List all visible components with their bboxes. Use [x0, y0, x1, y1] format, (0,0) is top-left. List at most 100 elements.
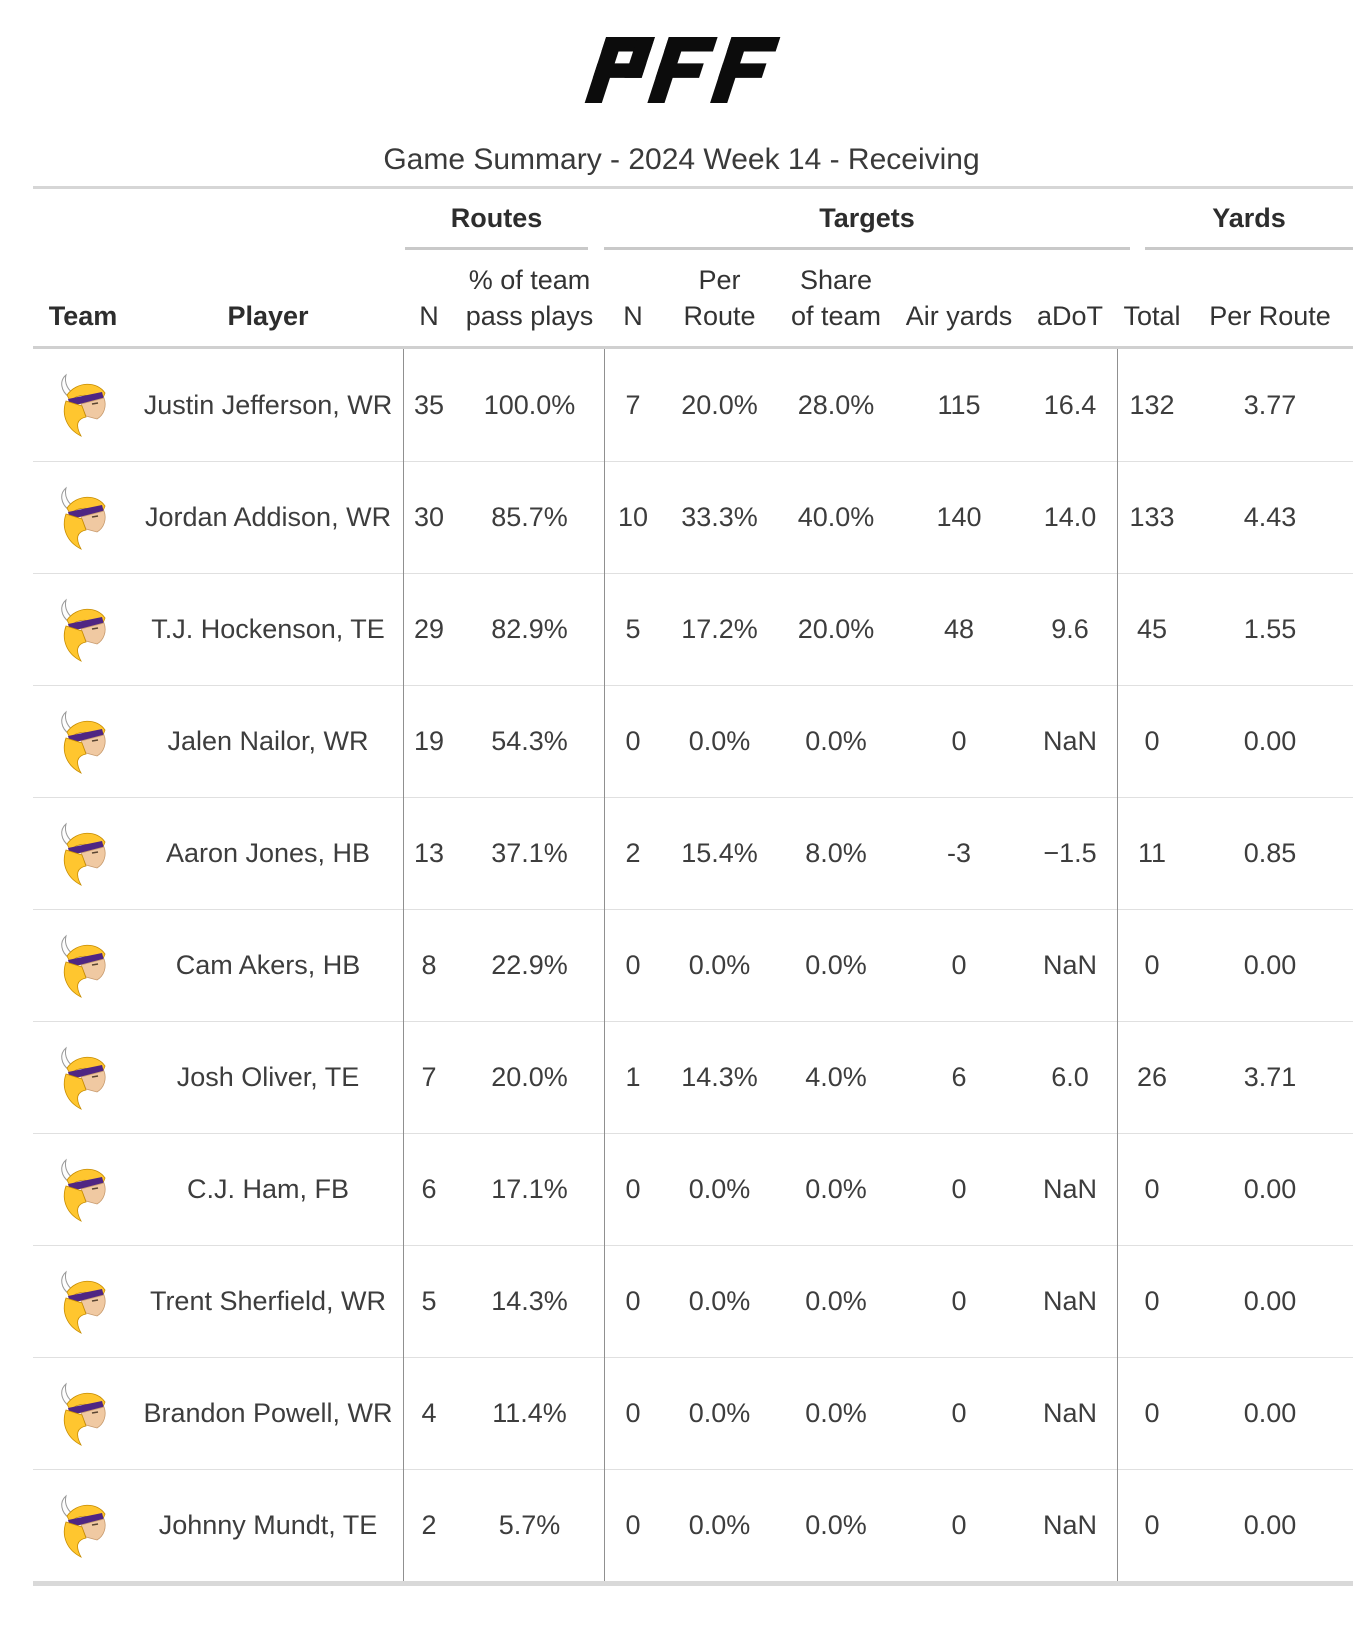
routes-pct-value: 20.0% [491, 1062, 568, 1092]
targets-per-route-value: 0.0% [688, 726, 751, 756]
yards-total-value: 133 [1129, 502, 1175, 532]
air-yards-value: 6 [951, 1062, 967, 1092]
targets-n-value: 0 [625, 1286, 641, 1316]
team-cell [33, 373, 133, 437]
routes-n-value: 13 [413, 838, 445, 868]
adot-value: NaN [1042, 1510, 1097, 1540]
yards-per-route-value: 4.43 [1243, 502, 1297, 532]
air-yards-value: 140 [936, 502, 982, 532]
share-of-team-value: 4.0% [805, 1062, 867, 1092]
player-name: Justin Jefferson, WR [143, 389, 393, 420]
col-header-targets-per-route: Per Route [683, 265, 756, 331]
adot-value: NaN [1042, 726, 1097, 756]
title-divider [33, 186, 1353, 189]
yards-per-route-value: 0.00 [1243, 950, 1297, 980]
routes-pct-value: 37.1% [491, 838, 568, 868]
col-header-targets-n: N [623, 301, 643, 331]
vikings-team-logo [61, 822, 106, 886]
routes-n-value: 29 [413, 614, 445, 644]
col-header-air-yards: Air yards [905, 301, 1013, 331]
group-header-targets: Targets [819, 203, 915, 233]
routes-n-value: 30 [413, 502, 445, 532]
share-of-team-value: 20.0% [797, 614, 875, 644]
share-of-team-value: 28.0% [797, 389, 875, 420]
vikings-team-logo [61, 710, 106, 774]
adot-value: 16.4 [1043, 389, 1097, 420]
header-divider [33, 346, 1353, 349]
team-cell [33, 1382, 133, 1446]
adot-value: NaN [1042, 1398, 1097, 1428]
vikings-team-logo [61, 1382, 106, 1446]
yards-total-value: 0 [1144, 1510, 1160, 1540]
targets-underline [604, 247, 1130, 250]
yards-total-value: 0 [1144, 726, 1160, 756]
yards-per-route-value: 3.71 [1243, 1062, 1297, 1092]
targets-n-value: 0 [625, 950, 641, 980]
targets-per-route-value: 14.3% [681, 1062, 758, 1092]
targets-per-route-value: 17.2% [681, 614, 758, 644]
targets-n-value: 0 [625, 726, 641, 756]
share-of-team-value: 0.0% [805, 1510, 867, 1540]
player-name: Jordan Addison, WR [144, 502, 392, 532]
routes-underline [405, 247, 588, 250]
player-name: Trent Sherfield, WR [149, 1286, 387, 1316]
targets-n-value: 0 [625, 1510, 641, 1540]
yards-per-route-value: 0.00 [1243, 1398, 1297, 1428]
col-header-share-line1: Share [799, 265, 873, 295]
yards-total-value: 132 [1129, 389, 1175, 420]
column-headers: Team Player N % of team pass plays N Per… [33, 262, 1353, 334]
player-name: C.J. Ham, FB [186, 1174, 349, 1204]
routes-pct-value: 22.9% [491, 950, 568, 980]
targets-per-route-value: 15.4% [681, 838, 758, 868]
col-header-team: Team [48, 301, 118, 331]
routes-n-value: 19 [413, 726, 445, 756]
team-cell [33, 822, 133, 886]
yards-total-value: 45 [1136, 614, 1168, 644]
group-header-routes: Routes [450, 203, 543, 233]
targets-n-value: 7 [625, 389, 641, 420]
routes-pct-value: 54.3% [491, 726, 568, 756]
targets-n-value: 10 [617, 502, 649, 532]
yards-total-value: 0 [1144, 1286, 1160, 1316]
yards-per-route-value: 0.00 [1243, 1174, 1297, 1204]
column-divider-routes [403, 349, 404, 1581]
team-cell [33, 598, 133, 662]
page-title: Game Summary - 2024 Week 14 - Receiving [383, 143, 980, 176]
vikings-team-logo [61, 598, 106, 662]
col-header-yards-per-route: Per Route [1209, 301, 1331, 331]
table-row: Cam Akers, HB 8 22.9% 0 0.0% 0.0% 0 NaN … [33, 909, 1353, 1021]
team-cell [33, 1270, 133, 1334]
player-name: Cam Akers, HB [175, 950, 361, 980]
table-row: Justin Jefferson, WR 35 100.0% 7 20.0% 2… [33, 349, 1353, 461]
yards-per-route-value: 3.77 [1243, 389, 1297, 420]
group-header-yards: Yards [1212, 203, 1286, 233]
col-header-share-line2: of team [790, 301, 882, 331]
col-header-adot: aDoT [1036, 301, 1104, 331]
pff-logo-icon [584, 37, 780, 103]
team-cell [33, 1494, 133, 1558]
table-row: Johnny Mundt, TE 2 5.7% 0 0.0% 0.0% 0 Na… [33, 1469, 1353, 1581]
yards-total-value: 0 [1144, 1398, 1160, 1428]
vikings-team-logo [61, 486, 106, 550]
table-row: Josh Oliver, TE 7 20.0% 1 14.3% 4.0% 6 6… [33, 1021, 1353, 1133]
player-name: Brandon Powell, WR [143, 1398, 393, 1428]
yards-per-route-value: 0.00 [1243, 726, 1297, 756]
targets-per-route-value: 0.0% [688, 1174, 751, 1204]
table-bottom-border [33, 1581, 1353, 1586]
air-yards-value: 115 [937, 389, 981, 420]
team-cell [33, 1158, 133, 1222]
air-yards-value: 0 [951, 1398, 967, 1428]
column-divider-yards [1117, 349, 1118, 1581]
table-row: Brandon Powell, WR 4 11.4% 0 0.0% 0.0% 0… [33, 1357, 1353, 1469]
col-header-routes-pct-line2: pass plays [465, 301, 594, 331]
share-of-team-value: 0.0% [805, 950, 867, 980]
team-cell [33, 710, 133, 774]
yards-per-route-value: 0.00 [1243, 1510, 1297, 1540]
vikings-team-logo [61, 1046, 106, 1110]
player-name: Jalen Nailor, WR [167, 726, 369, 756]
vikings-team-logo [61, 1158, 106, 1222]
routes-n-value: 4 [421, 1398, 437, 1428]
adot-value: 6.0 [1051, 1062, 1089, 1092]
table-row: T.J. Hockenson, TE 29 82.9% 5 17.2% 20.0… [33, 573, 1353, 685]
routes-n-value: 7 [421, 1062, 437, 1092]
